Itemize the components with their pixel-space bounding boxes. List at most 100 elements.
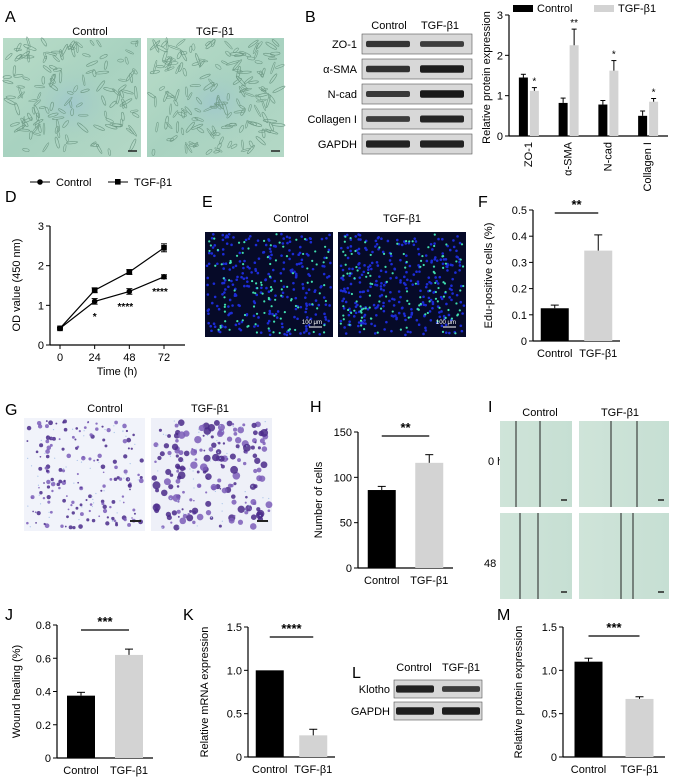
cell	[267, 57, 277, 61]
edu-positive-nucleus	[424, 313, 427, 316]
pore	[182, 513, 185, 515]
cell	[40, 37, 48, 47]
nucleus	[347, 313, 351, 317]
edu-positive-nucleus	[433, 233, 436, 236]
nucleus	[300, 235, 304, 238]
nucleus	[314, 299, 318, 302]
nucleus	[376, 304, 380, 307]
nucleus	[403, 275, 406, 279]
nucleus	[307, 272, 310, 276]
nucleus	[379, 285, 383, 288]
nucleus	[451, 292, 454, 295]
cell	[181, 109, 186, 119]
nucleus	[358, 330, 362, 334]
nucleus	[328, 233, 331, 237]
cell	[43, 522, 46, 526]
nucleus	[462, 304, 466, 307]
nucleus	[254, 269, 258, 273]
edu-positive-nucleus	[426, 311, 429, 315]
cell	[158, 428, 162, 432]
cell	[157, 455, 162, 461]
nucleus	[382, 304, 385, 308]
nucleus	[268, 329, 271, 332]
scale-bar-label: 100 μm	[302, 320, 322, 326]
edu-positive-nucleus	[344, 235, 347, 238]
cell	[67, 508, 70, 511]
cell	[199, 73, 211, 80]
edu-positive-nucleus	[261, 292, 264, 295]
pore	[244, 510, 247, 512]
x-axis-label: Time (h)	[97, 366, 138, 378]
chart-f: 0 0.1 0.2 0.3 0.4 0.5 Control TGF-β1 ** Edu-posit…	[483, 197, 620, 360]
nucleus	[279, 271, 283, 275]
nucleus	[349, 249, 352, 253]
cell	[98, 515, 101, 518]
nucleus	[357, 247, 361, 251]
cell	[123, 517, 127, 522]
cell	[22, 148, 30, 152]
nucleus	[422, 295, 425, 299]
edu-positive-nucleus	[389, 252, 393, 255]
nucleus	[319, 285, 322, 289]
panel-letter: I	[488, 399, 492, 416]
transwell-control	[24, 418, 145, 531]
cell	[119, 98, 133, 107]
pore	[219, 425, 221, 427]
cell	[61, 447, 65, 451]
cell	[104, 110, 108, 119]
nucleus	[305, 302, 308, 306]
cell	[218, 524, 222, 528]
cell	[99, 54, 108, 60]
cell	[49, 101, 54, 111]
pore	[226, 456, 228, 458]
cell	[233, 427, 238, 432]
edu-positive-nucleus	[255, 282, 258, 285]
x-tick-label: Control	[537, 348, 572, 360]
cell	[39, 491, 43, 495]
nucleus	[451, 277, 454, 281]
cell	[271, 39, 280, 47]
cell	[237, 505, 245, 513]
cell	[61, 469, 66, 473]
cell	[90, 143, 100, 147]
cell	[170, 521, 173, 524]
cell	[231, 499, 237, 505]
nucleus	[217, 307, 221, 311]
edu-positive-nucleus	[269, 244, 272, 247]
bar	[625, 698, 654, 757]
nucleus	[293, 270, 296, 274]
nucleus	[381, 250, 385, 254]
x-tick-label: N-cad	[602, 142, 614, 171]
y-tick-label: 150	[334, 427, 352, 439]
nucleus	[410, 307, 413, 311]
y-tick-label: 0.6	[36, 653, 51, 665]
edu-positive-nucleus	[455, 302, 458, 305]
nucleus	[224, 288, 227, 291]
edu-positive-nucleus	[460, 243, 464, 246]
cell	[75, 506, 79, 510]
cell	[37, 424, 43, 429]
edu-positive-nucleus	[396, 242, 399, 245]
cell	[247, 144, 255, 155]
data-point	[57, 325, 63, 332]
cell	[228, 517, 235, 524]
pore	[177, 500, 179, 502]
x-tick-label: ZO-1	[523, 142, 535, 167]
cell	[127, 523, 131, 527]
nucleus	[356, 303, 359, 307]
nucleus	[322, 296, 326, 299]
nucleus	[276, 310, 280, 313]
cell	[255, 511, 264, 519]
cell	[60, 43, 68, 57]
cell	[55, 422, 58, 425]
nucleus	[268, 309, 272, 313]
cell	[102, 438, 106, 442]
panel-m: M 0 0.5 1.0 1.5 Control TGF-β1 *** Relative pro…	[497, 607, 665, 776]
nucleus	[439, 258, 443, 261]
nucleus	[248, 266, 251, 270]
cell	[64, 96, 73, 107]
chart-c: 0 1 2 3 * ZO-1 ** α-SMA * N-cad * Collagen I Relativ…	[481, 3, 668, 192]
series-line	[59, 247, 165, 329]
edu-positive-nucleus	[378, 246, 381, 249]
nucleus	[411, 283, 415, 286]
